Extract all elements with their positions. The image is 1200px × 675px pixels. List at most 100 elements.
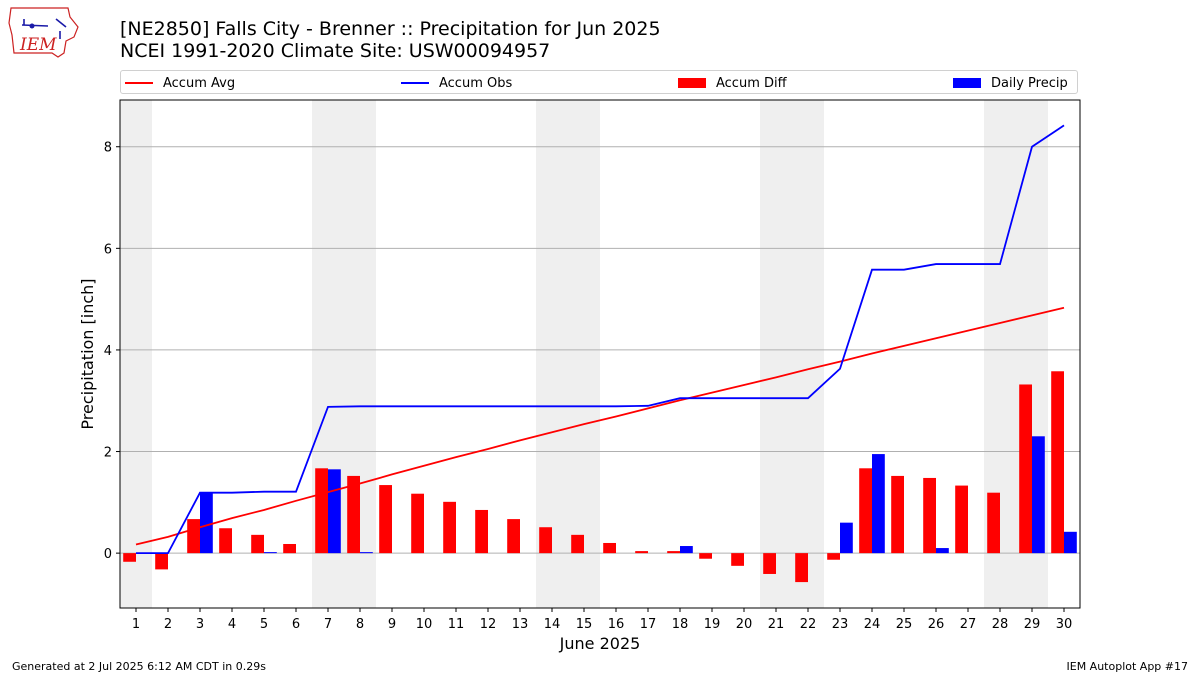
x-tick-label: 3 xyxy=(196,617,204,632)
x-tick-label: 21 xyxy=(768,617,785,632)
legend-swatch xyxy=(953,78,981,88)
bar-accum-diff xyxy=(475,509,488,554)
weekend-shade xyxy=(568,100,600,608)
bar-daily-precip xyxy=(1064,531,1077,554)
x-tick-label: 1 xyxy=(132,617,140,632)
bar-accum-diff xyxy=(987,492,1000,554)
x-tick-label: 7 xyxy=(324,617,332,632)
bar-accum-diff xyxy=(251,534,264,554)
x-tick-label: 16 xyxy=(608,617,625,632)
chart-subtitle: NCEI 1991-2020 Climate Site: USW00094957 xyxy=(120,40,551,62)
y-axis-label: Precipitation [inch] xyxy=(78,278,97,429)
x-tick-label: 25 xyxy=(896,617,913,632)
line-accum-avg xyxy=(135,306,1065,546)
bar-accum-diff xyxy=(155,553,168,570)
bar-accum-diff xyxy=(763,553,776,574)
x-axis-label: June 2025 xyxy=(559,634,641,653)
bar-accum-diff xyxy=(187,519,200,554)
bar-daily-precip xyxy=(936,548,949,554)
x-tick-label: 4 xyxy=(228,617,236,632)
plot-frame xyxy=(119,99,1081,609)
bar-daily-precip xyxy=(680,546,693,554)
legend-label: Accum Diff xyxy=(716,75,787,91)
x-tick-label: 12 xyxy=(480,617,497,632)
legend-label: Daily Precip xyxy=(991,75,1068,91)
bar-daily-precip xyxy=(360,552,373,554)
chart-title: [NE2850] Falls City - Brenner :: Precipi… xyxy=(120,18,661,40)
bar-accum-diff xyxy=(123,553,136,562)
legend-item-accum-avg: Accum Avg xyxy=(125,74,235,92)
y-tick-label: 6 xyxy=(104,242,112,257)
bar-accum-diff xyxy=(347,475,360,554)
bar-accum-diff xyxy=(539,527,552,554)
x-tick-label: 23 xyxy=(832,617,849,632)
legend-label: Accum Obs xyxy=(439,75,513,91)
bar-accum-diff xyxy=(635,551,648,554)
weekend-shade xyxy=(760,100,792,608)
legend-item-accum-obs: Accum Obs xyxy=(401,74,512,92)
weekend-shade xyxy=(792,100,824,608)
x-tick-label: 20 xyxy=(736,617,753,632)
y-tick-label: 8 xyxy=(104,141,112,156)
bar-daily-precip xyxy=(872,454,885,554)
x-tick-label: 15 xyxy=(576,617,593,632)
legend-item-daily-precip: Daily Precip xyxy=(953,74,1068,92)
x-tick-label: 30 xyxy=(1056,617,1073,632)
x-tick-label: 6 xyxy=(292,617,300,632)
x-tick-label: 10 xyxy=(416,617,433,632)
x-tick-label: 17 xyxy=(640,617,657,632)
x-tick-label: 8 xyxy=(356,617,364,632)
weekend-shade xyxy=(536,100,568,608)
x-tick-label: 5 xyxy=(260,617,268,632)
bar-accum-diff xyxy=(955,485,968,554)
y-tick-label: 2 xyxy=(104,446,112,461)
legend-label: Accum Avg xyxy=(163,75,236,91)
line-accum-obs xyxy=(136,124,1065,555)
x-tick-label: 14 xyxy=(544,617,561,632)
bar-accum-diff xyxy=(859,468,872,554)
bar-accum-diff xyxy=(667,551,680,554)
iem-logo: IEM xyxy=(8,7,79,58)
bar-daily-precip xyxy=(328,469,341,554)
x-tick-label: 11 xyxy=(448,617,465,632)
bar-accum-diff xyxy=(379,485,392,554)
x-tick-label: 26 xyxy=(928,617,945,632)
legend-swatch xyxy=(678,78,706,88)
bar-accum-diff xyxy=(827,553,840,560)
x-tick-label: 18 xyxy=(672,617,689,632)
x-tick-label: 24 xyxy=(864,617,881,632)
x-tick-label: 19 xyxy=(704,617,721,632)
bar-accum-diff xyxy=(283,543,296,554)
bar-accum-diff xyxy=(443,501,456,554)
bar-accum-diff xyxy=(315,468,328,554)
x-tick-label: 9 xyxy=(388,617,396,632)
legend-item-accum-diff: Accum Diff xyxy=(678,74,787,92)
bar-accum-diff xyxy=(891,475,904,554)
bar-accum-diff xyxy=(923,477,936,554)
logo-text: IEM xyxy=(19,35,57,55)
legend: Accum Avg Accum Obs Accum Diff Daily Pre… xyxy=(120,70,1078,94)
bar-accum-diff xyxy=(603,542,616,554)
x-tick-label: 2 xyxy=(164,617,172,632)
bar-accum-diff xyxy=(571,534,584,554)
bar-daily-precip xyxy=(264,552,277,554)
y-tick-label: 4 xyxy=(104,344,112,359)
footer-generated: Generated at 2 Jul 2025 6:12 AM CDT in 0… xyxy=(12,660,266,673)
legend-swatch xyxy=(125,82,153,84)
x-tick-label: 22 xyxy=(800,617,817,632)
bar-accum-diff xyxy=(1019,384,1032,554)
bar-accum-diff xyxy=(411,493,424,554)
bar-accum-diff xyxy=(1051,371,1064,554)
y-tick-label: 0 xyxy=(104,547,112,562)
x-tick-label: 29 xyxy=(1024,617,1041,632)
x-tick-label: 28 xyxy=(992,617,1009,632)
bar-accum-diff xyxy=(699,553,712,559)
legend-swatch xyxy=(401,82,429,84)
footer-app: IEM Autoplot App #17 xyxy=(1066,660,1189,673)
weekend-shade xyxy=(120,100,152,608)
x-tick-label: 27 xyxy=(960,617,977,632)
bar-daily-precip xyxy=(840,522,853,554)
x-tick-label: 13 xyxy=(512,617,529,632)
bar-accum-diff xyxy=(507,519,520,554)
